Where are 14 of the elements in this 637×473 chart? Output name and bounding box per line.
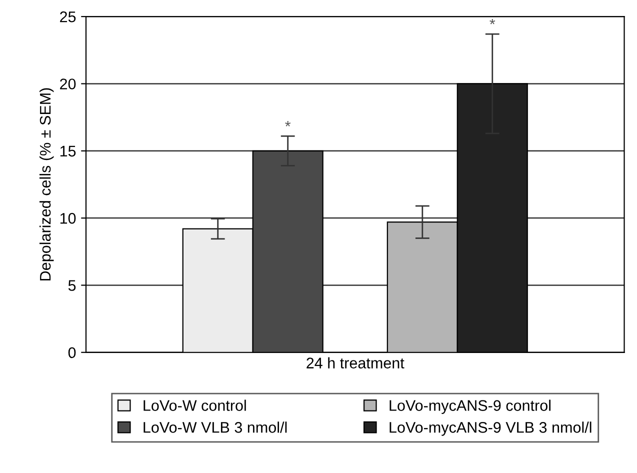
y-tick-label: 0 <box>68 347 76 358</box>
legend-label: LoVo-W VLB 3 nmol/l <box>144 422 287 433</box>
x-tick-label: 24 h treatment <box>306 357 404 368</box>
legend-label: LoVo-W control <box>144 400 246 411</box>
y-tick-label: 10 <box>60 212 76 224</box>
y-tick-label: 15 <box>60 146 76 157</box>
y-axis-title: Depolarized cells (% ± SEM) <box>39 88 54 280</box>
y-tick-label: 25 <box>60 11 76 22</box>
y-tick-label: 20 <box>60 78 76 90</box>
annotation: * <box>285 121 291 126</box>
legend-label: LoVo-mycANS-9 control <box>390 400 550 414</box>
annotation: * <box>490 18 496 24</box>
y-tick-label: 5 <box>68 280 76 291</box>
legend-label: LoVo-mycANS-9 VLB 3 nmol/l <box>390 422 592 436</box>
